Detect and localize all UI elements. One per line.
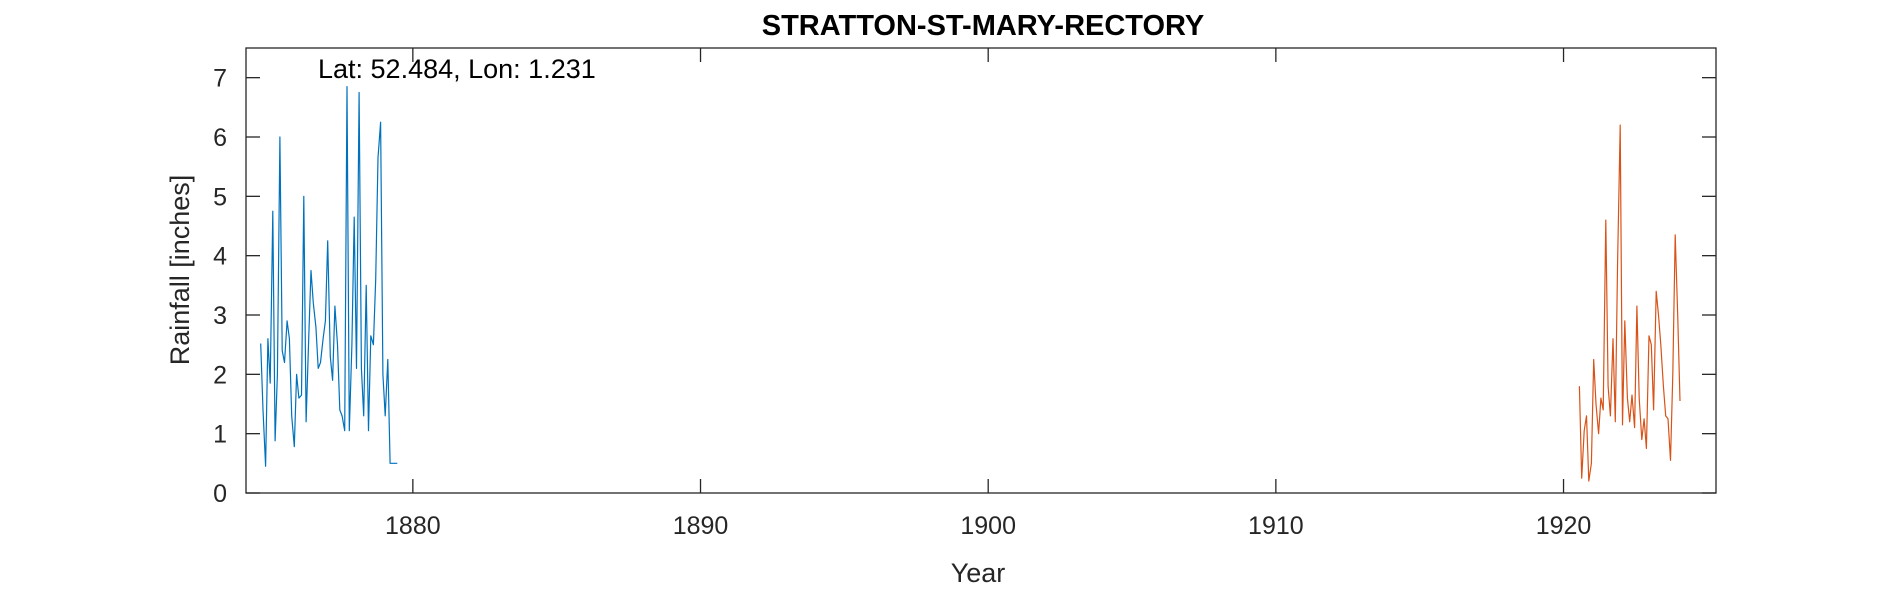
x-tick-label: 1920 xyxy=(1536,512,1592,540)
plot-area: 1880 1890 1900 1910 1920 0 1 2 3 4 5 6 7 xyxy=(213,47,1717,540)
y-tick-label: 5 xyxy=(213,183,227,211)
x-tick-label: 1880 xyxy=(385,512,441,540)
axes-box xyxy=(245,47,1717,494)
y-tick-label: 4 xyxy=(213,243,227,271)
x-tick-label: 1890 xyxy=(673,512,729,540)
x-axis-label: Year xyxy=(951,558,1006,588)
x-tick-label: 1900 xyxy=(960,512,1016,540)
y-axis-label: Rainfall [inches] xyxy=(165,175,195,366)
y-tick-label: 2 xyxy=(213,361,227,389)
location-annotation: Lat: 52.484, Lon: 1.231 xyxy=(318,54,596,84)
y-tick-label: 0 xyxy=(213,480,227,508)
chart-title: STRATTON-ST-MARY-RECTORY xyxy=(762,10,1205,42)
y-tick-label: 6 xyxy=(213,124,227,152)
series-line-1 xyxy=(260,85,398,467)
axis-ticks: 1880 1890 1900 1910 1920 0 1 2 3 4 5 6 7 xyxy=(213,48,1716,540)
series-line-2 xyxy=(1578,124,1681,482)
y-tick-label: 3 xyxy=(213,302,227,330)
y-tick-label: 1 xyxy=(213,421,227,449)
x-tick-label: 1910 xyxy=(1248,512,1304,540)
y-tick-label: 7 xyxy=(213,65,227,93)
series-layer xyxy=(260,85,1681,482)
